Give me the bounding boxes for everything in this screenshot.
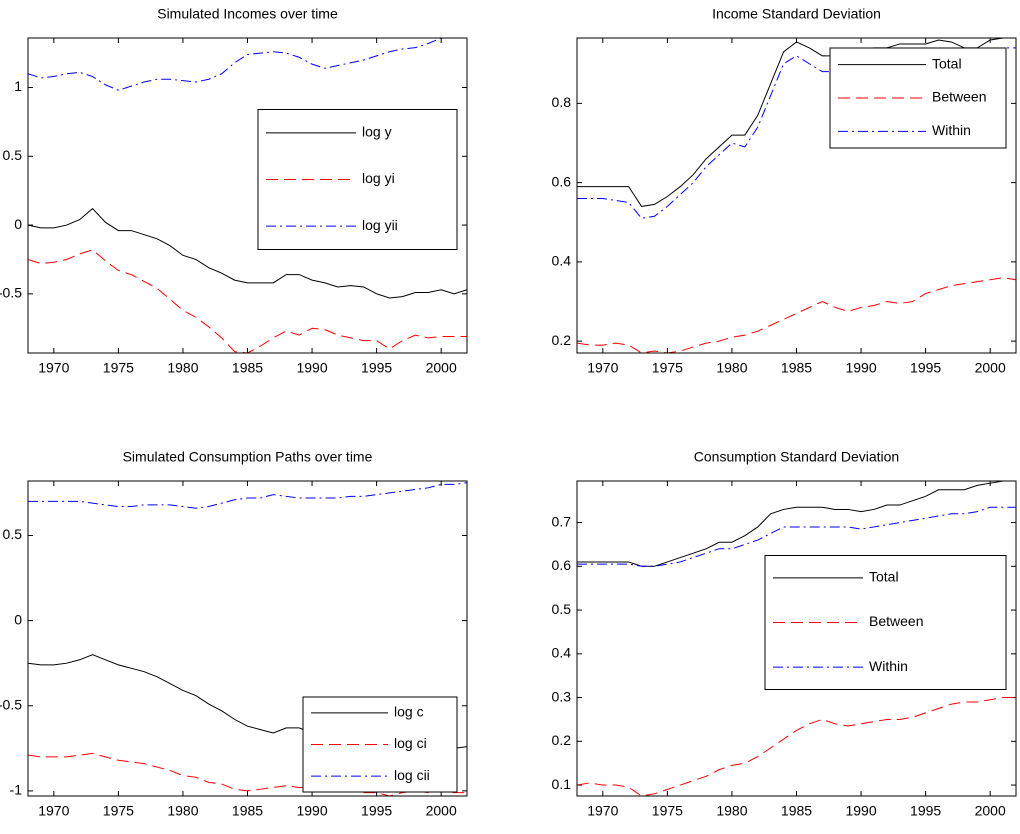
data-line xyxy=(28,249,467,353)
legend-label: log yi xyxy=(362,170,395,186)
x-tick-label: 1980 xyxy=(167,360,198,376)
y-tick-label: -0.5 xyxy=(0,285,22,301)
x-tick-label: 1995 xyxy=(910,360,941,376)
lines xyxy=(28,38,467,353)
y-tick-label: 0 xyxy=(14,611,22,627)
legend xyxy=(302,696,458,793)
x-tick-label: 2000 xyxy=(975,360,1006,376)
x-tick-label: 2000 xyxy=(975,803,1006,819)
y-tick-label: 0.7 xyxy=(552,513,572,529)
legend-label: log c xyxy=(394,704,424,720)
axes-box xyxy=(27,37,468,354)
legend-label: Total xyxy=(869,569,899,585)
legend-label: Total xyxy=(932,55,962,71)
x-tick-label: 1990 xyxy=(296,360,327,376)
x-tick-label: 1975 xyxy=(652,803,683,819)
lines xyxy=(577,481,1016,796)
data-line xyxy=(577,277,1016,353)
legend-label: Between xyxy=(869,613,923,629)
legend-label: log ci xyxy=(394,735,427,751)
x-tick-label: 1975 xyxy=(103,360,134,376)
axes-box xyxy=(27,480,468,797)
x-tick-label: 1995 xyxy=(361,803,392,819)
x-tick-label: 2000 xyxy=(426,360,457,376)
x-tick-label: 1970 xyxy=(587,360,618,376)
data-line xyxy=(577,481,1016,567)
x-tick-label: 1975 xyxy=(652,360,683,376)
y-tick-label: 0.5 xyxy=(3,147,23,163)
y-tick-label: -0.5 xyxy=(0,696,22,712)
x-tick-label: 1970 xyxy=(38,360,69,376)
legend-label: Within xyxy=(932,122,971,138)
subplot: Income Standard Deviation 1970 1975 1980 198… xyxy=(552,6,1017,376)
data-line xyxy=(577,697,1016,796)
legend-label: log cii xyxy=(394,767,430,783)
axes-box xyxy=(576,37,1017,354)
x-tick-label: 1990 xyxy=(845,803,876,819)
x-tick-label: 1985 xyxy=(232,360,263,376)
y-tick-label: -1 xyxy=(10,782,23,798)
x-tick-label: 1975 xyxy=(103,803,134,819)
x-tick-label: 1985 xyxy=(781,803,812,819)
subplot: Simulated Incomes over time 1970 1975 1980 1… xyxy=(0,6,468,376)
legend-label: Between xyxy=(932,89,986,105)
x-tick-label: 1970 xyxy=(587,803,618,819)
x-tick-label: 1980 xyxy=(716,360,747,376)
legend-label: Within xyxy=(869,658,908,674)
y-tick-label: 0.5 xyxy=(552,601,572,617)
data-line xyxy=(28,207,467,299)
axes-box xyxy=(576,480,1017,797)
data-line xyxy=(28,38,467,91)
y-tick-label: 0.8 xyxy=(552,94,572,110)
chart-title: Simulated Incomes over time xyxy=(157,6,338,22)
x-tick-label: 1980 xyxy=(716,803,747,819)
y-tick-label: 1 xyxy=(14,78,22,94)
y-tick-label: 0.2 xyxy=(552,732,572,748)
y-tick-label: 0 xyxy=(14,216,22,232)
subplot: Simulated Consumption Paths over time 197… xyxy=(0,449,468,819)
chart-title: Simulated Consumption Paths over time xyxy=(123,449,373,465)
y-tick-label: 0.6 xyxy=(552,557,572,573)
chart-title: Income Standard Deviation xyxy=(712,6,881,22)
data-line xyxy=(28,752,467,796)
data-line xyxy=(577,506,1016,567)
y-tick-label: 0.2 xyxy=(552,332,572,348)
chart-title: Consumption Standard Deviation xyxy=(694,449,899,465)
y-tick-label: 0.5 xyxy=(3,526,23,542)
y-tick-label: 0.4 xyxy=(552,645,572,661)
legend-label: log yii xyxy=(362,217,398,233)
x-tick-label: 1985 xyxy=(232,803,263,819)
x-tick-label: 1980 xyxy=(167,803,198,819)
y-tick-label: 0.6 xyxy=(552,173,572,189)
y-tick-label: 0.3 xyxy=(552,688,572,704)
legend-label: log y xyxy=(362,124,392,140)
y-tick-label: 0.1 xyxy=(552,776,572,792)
x-tick-label: 1990 xyxy=(296,803,327,819)
x-tick-label: 1995 xyxy=(910,803,941,819)
x-tick-label: 2000 xyxy=(426,803,457,819)
data-line xyxy=(577,38,1016,207)
x-tick-label: 1985 xyxy=(781,360,812,376)
x-tick-label: 1970 xyxy=(38,803,69,819)
x-tick-label: 1990 xyxy=(845,360,876,376)
data-line xyxy=(28,482,467,509)
subplot: Consumption Standard Deviation 1970 1975 19… xyxy=(552,449,1017,819)
y-tick-label: 0.4 xyxy=(552,253,572,269)
x-tick-label: 1995 xyxy=(361,360,392,376)
